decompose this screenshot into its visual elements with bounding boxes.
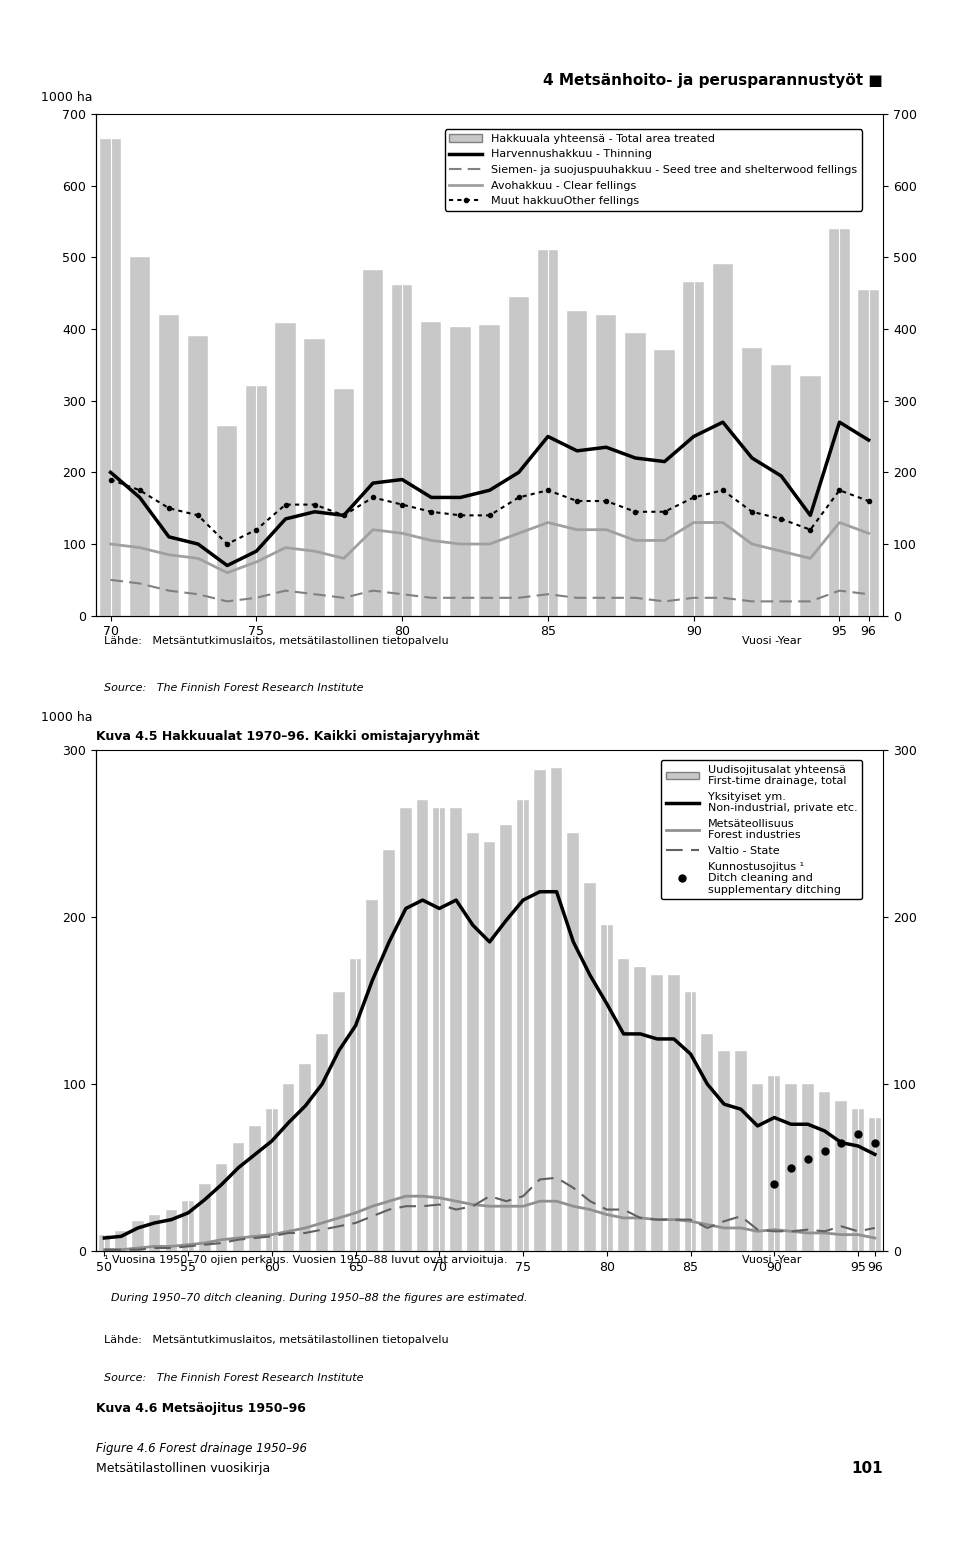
Text: 101: 101 bbox=[852, 1461, 883, 1477]
Bar bbox=[188, 337, 208, 615]
Bar bbox=[771, 365, 791, 615]
Bar bbox=[333, 993, 345, 1251]
Bar bbox=[349, 958, 362, 1251]
Bar bbox=[115, 1231, 127, 1251]
Text: Lähde:   Metsäntutkimuslaitos, metsätilastollinen tietopalvelu: Lähde: Metsäntutkimuslaitos, metsätilast… bbox=[104, 636, 448, 645]
Bar bbox=[635, 966, 646, 1251]
Bar bbox=[450, 327, 470, 615]
Bar bbox=[702, 1034, 713, 1251]
Bar bbox=[668, 976, 680, 1251]
Bar bbox=[684, 282, 704, 615]
Text: Lähde:   Metsäntutkimuslaitos, metsätilastollinen tietopalvelu: Lähde: Metsäntutkimuslaitos, metsätilast… bbox=[104, 1334, 448, 1345]
Bar bbox=[655, 351, 675, 615]
Bar bbox=[421, 321, 442, 615]
Bar bbox=[132, 1221, 144, 1251]
Bar bbox=[276, 323, 296, 615]
Bar bbox=[651, 976, 663, 1251]
Text: Source:   The Finnish Forest Research Institute: Source: The Finnish Forest Research Inst… bbox=[104, 683, 364, 692]
Bar bbox=[718, 1051, 730, 1251]
Bar bbox=[625, 332, 645, 615]
Bar bbox=[534, 769, 545, 1251]
Bar bbox=[785, 1084, 797, 1251]
Bar bbox=[802, 1084, 814, 1251]
Bar bbox=[852, 1109, 864, 1251]
Bar bbox=[130, 257, 150, 615]
Bar bbox=[601, 926, 612, 1251]
Bar bbox=[567, 833, 579, 1251]
Legend: Uudisojitusalat yhteensä
First-time drainage, total, Yksityiset ym.
Non-industri: Uudisojitusalat yhteensä First-time drai… bbox=[661, 760, 862, 899]
Bar bbox=[858, 290, 878, 615]
Bar bbox=[684, 993, 696, 1251]
Bar bbox=[800, 376, 821, 615]
Text: Vuosi -Year: Vuosi -Year bbox=[741, 1254, 801, 1265]
Bar bbox=[392, 285, 413, 615]
Bar bbox=[566, 312, 588, 615]
Bar bbox=[246, 387, 267, 615]
Bar bbox=[363, 271, 383, 615]
Bar bbox=[304, 338, 324, 615]
Text: Metsätilastollinen vuosikirja: Metsätilastollinen vuosikirja bbox=[96, 1463, 271, 1475]
Bar bbox=[334, 390, 354, 615]
Bar bbox=[742, 348, 762, 615]
Bar bbox=[484, 841, 495, 1251]
Bar bbox=[158, 315, 180, 615]
Text: Kuva 4.6 Metsäojitus 1950–96: Kuva 4.6 Metsäojitus 1950–96 bbox=[96, 1402, 306, 1416]
Bar bbox=[735, 1051, 747, 1251]
Bar bbox=[869, 1118, 880, 1251]
Bar bbox=[596, 315, 616, 615]
Bar bbox=[617, 958, 630, 1251]
Bar bbox=[216, 1165, 228, 1251]
Bar bbox=[768, 1076, 780, 1251]
Text: ¹ Vuosina 1950–70 ojien perkaus. Vuosien 1950–88 luvut ovat arvioituja.: ¹ Vuosina 1950–70 ojien perkaus. Vuosien… bbox=[104, 1254, 508, 1265]
Bar bbox=[283, 1084, 295, 1251]
Bar bbox=[182, 1201, 194, 1251]
Bar bbox=[417, 800, 428, 1251]
Bar bbox=[250, 1126, 261, 1251]
Bar bbox=[217, 426, 237, 615]
Bar bbox=[199, 1184, 211, 1251]
Bar bbox=[101, 139, 121, 615]
Bar bbox=[712, 265, 733, 615]
Bar bbox=[400, 808, 412, 1251]
Text: 1000 ha: 1000 ha bbox=[41, 711, 92, 725]
Bar bbox=[367, 900, 378, 1251]
Text: Source:   The Finnish Forest Research Institute: Source: The Finnish Forest Research Inst… bbox=[104, 1373, 364, 1383]
Bar bbox=[509, 296, 529, 615]
Text: Kuva 4.5 Hakkuualat 1970–96. Kaikki omistajaryyhmät: Kuva 4.5 Hakkuualat 1970–96. Kaikki omis… bbox=[96, 730, 480, 742]
Bar bbox=[829, 229, 850, 615]
Bar bbox=[99, 1234, 110, 1251]
Bar bbox=[479, 326, 500, 615]
Bar bbox=[467, 833, 479, 1251]
Bar bbox=[450, 808, 462, 1251]
Bar bbox=[232, 1143, 244, 1251]
Bar bbox=[434, 808, 445, 1251]
Bar bbox=[316, 1034, 328, 1251]
Text: 1000 ha: 1000 ha bbox=[41, 91, 92, 103]
Bar bbox=[517, 800, 529, 1251]
Text: During 1950–70 ditch cleaning. During 1950–88 the figures are estimated.: During 1950–70 ditch cleaning. During 19… bbox=[104, 1294, 527, 1303]
Legend: Hakkuuala yhteensä - Total area treated, Harvennushakkuu - Thinning, Siemen- ja : Hakkuuala yhteensä - Total area treated,… bbox=[444, 130, 862, 210]
Bar bbox=[300, 1063, 311, 1251]
Bar bbox=[149, 1215, 160, 1251]
Text: Vuosi -Year: Vuosi -Year bbox=[741, 636, 801, 645]
Bar bbox=[165, 1209, 178, 1251]
Text: 4 Metsänhoito- ja perusparannustyöt ■: 4 Metsänhoito- ja perusparannustyöt ■ bbox=[543, 74, 883, 88]
Bar bbox=[551, 767, 563, 1251]
Bar bbox=[752, 1084, 763, 1251]
Bar bbox=[500, 825, 513, 1251]
Text: Figure 4.5 Forest area treated with fellings 1970–96. All forest ownership categ: Figure 4.5 Forest area treated with fell… bbox=[96, 783, 593, 797]
Bar bbox=[383, 850, 395, 1251]
Text: Figure 4.6 Forest drainage 1950–96: Figure 4.6 Forest drainage 1950–96 bbox=[96, 1442, 307, 1455]
Bar bbox=[538, 251, 558, 615]
Bar bbox=[266, 1109, 277, 1251]
Bar bbox=[585, 883, 596, 1251]
Bar bbox=[819, 1093, 830, 1251]
Bar bbox=[835, 1101, 847, 1251]
